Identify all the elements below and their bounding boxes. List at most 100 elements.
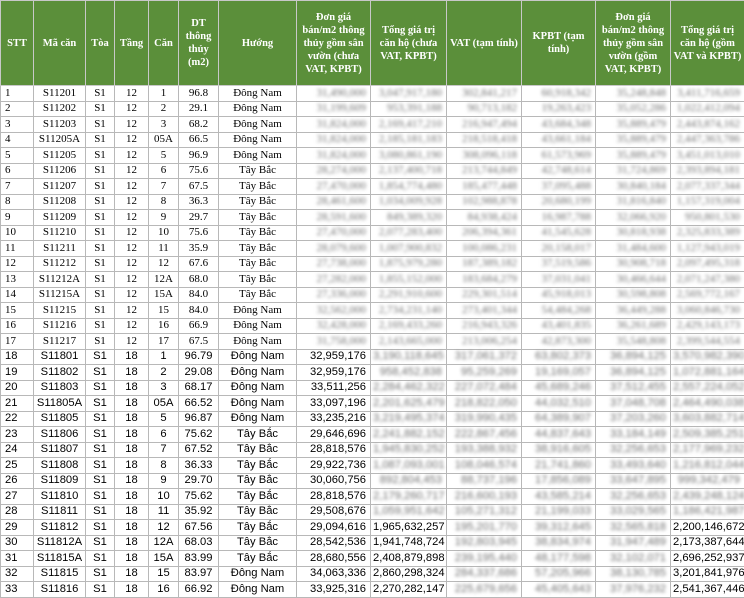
cell-stt: 29 [1,520,34,536]
cell-area: 84.0 [179,303,219,319]
cell-direction: Tây Bắc [219,241,297,257]
cell-tower: S1 [86,132,115,148]
cell-total-excl: 2,270,282,147 [371,582,447,598]
cell-area: 68.03 [179,535,219,551]
cell-stt: 5 [1,148,34,164]
cell-direction: Tây Bắc [219,535,297,551]
cell-total-excl: 3,219,495,374 [371,411,447,427]
cell-area: 68.0 [179,272,219,288]
cell-tower: S1 [86,458,115,474]
cell-direction: Tây Bắc [219,210,297,226]
cell-stt: 10 [1,225,34,241]
cell-area: 35.92 [179,504,219,520]
cell-total-incl: 3,201,841,976 [671,566,744,582]
cell-unit-price-excl: 33,235,216 [297,411,371,427]
cell-vat: 84,938,424 [447,210,522,226]
cell-floor: 12 [115,86,149,102]
cell-total-excl: 3,080,861,190 [371,148,447,164]
cell-stt: 9 [1,210,34,226]
cell-unit-price-incl: 36,894,125 [596,365,671,381]
cell-total-incl: 2,464,490,038 [671,396,744,412]
cell-unit: 15 [149,303,179,319]
cell-unit-price-excl: 31,824,000 [297,132,371,148]
cell-direction: Đông Nam [219,132,297,148]
cell-unit-price-excl: 32,562,000 [297,303,371,319]
cell-vat: 273,401,344 [447,303,522,319]
cell-maintenance: 17,856,089 [522,473,596,489]
cell-unit-price-excl: 27,470,000 [297,179,371,195]
cell-unit: 3 [149,380,179,396]
cell-unit: 17 [149,334,179,350]
cell-unit-code: S11216 [34,318,86,334]
cell-vat: 183,684,279 [447,272,522,288]
cell-unit-price-incl: 32,066,920 [596,210,671,226]
cell-tower: S1 [86,334,115,350]
cell-unit-price-excl: 28,591,600 [297,210,371,226]
cell-unit: 12A [149,272,179,288]
cell-stt: 1 [1,86,34,102]
cell-unit-code: S11812A [34,535,86,551]
cell-stt: 6 [1,163,34,179]
cell-maintenance: 37,519,586 [522,256,596,272]
cell-stt: 31 [1,551,34,567]
cell-unit-price-incl: 37,048,708 [596,396,671,412]
cell-total-excl: 1,059,951,642 [371,504,447,520]
cell-stt: 18 [1,349,34,365]
cell-maintenance: 20,680,199 [522,194,596,210]
cell-tower: S1 [86,117,115,133]
cell-unit-code: S11801 [34,349,86,365]
cell-total-incl: 1,157,319,004 [671,194,744,210]
cell-vat: 308,096,118 [447,148,522,164]
cell-tower: S1 [86,210,115,226]
cell-maintenance: 43,585,214 [522,489,596,505]
cell-stt: 4 [1,132,34,148]
cell-stt: 15 [1,303,34,319]
cell-unit-price-incl: 35,889,479 [596,148,671,164]
cell-unit-price-incl: 33,029,565 [596,504,671,520]
cell-maintenance: 61,573,969 [522,148,596,164]
cell-direction: Tây Bắc [219,504,297,520]
cell-unit-price-incl: 37,203,260 [596,411,671,427]
cell-unit-code: S11805A [34,396,86,412]
cell-unit-price-incl: 31,484,600 [596,241,671,257]
cell-total-excl: 2,143,665,000 [371,334,447,350]
cell-unit: 16 [149,318,179,334]
cell-maintenance: 16,987,788 [522,210,596,226]
cell-floor: 12 [115,210,149,226]
cell-area: 75.62 [179,427,219,443]
cell-total-incl: 2,569,772,167 [671,287,744,303]
cell-unit-price-excl: 31,199,609 [297,101,371,117]
cell-unit: 7 [149,442,179,458]
cell-floor: 12 [115,225,149,241]
cell-maintenance: 44,837,643 [522,427,596,443]
cell-unit-code: S11206 [34,163,86,179]
cell-tower: S1 [86,551,115,567]
cell-total-incl: 2,325,833,389 [671,225,744,241]
cell-direction: Đông Nam [219,365,297,381]
cell-area: 66.5 [179,132,219,148]
cell-total-excl: 1,965,632,257 [371,520,447,536]
cell-unit-price-excl: 32,959,176 [297,365,371,381]
cell-unit-price-excl: 27,282,000 [297,272,371,288]
cell-total-incl: 3,570,982,390 [671,349,744,365]
header-total-excl: Tổng giá trị căn hộ (chưa VAT, KPBT) [371,1,447,86]
header-unit-code: Mã căn [34,1,86,86]
cell-unit: 16 [149,582,179,598]
cell-unit-price-incl: 31,724,869 [596,163,671,179]
cell-area: 96.9 [179,148,219,164]
cell-stt: 2 [1,101,34,117]
cell-floor: 18 [115,520,149,536]
cell-vat: 102,988,878 [447,194,522,210]
cell-total-excl: 2,860,298,324 [371,566,447,582]
cell-total-excl: 3,047,917,180 [371,86,447,102]
cell-floor: 12 [115,256,149,272]
cell-total-incl: 2,509,385,251 [671,427,744,443]
cell-unit-price-incl: 33,493,640 [596,458,671,474]
cell-floor: 12 [115,287,149,303]
